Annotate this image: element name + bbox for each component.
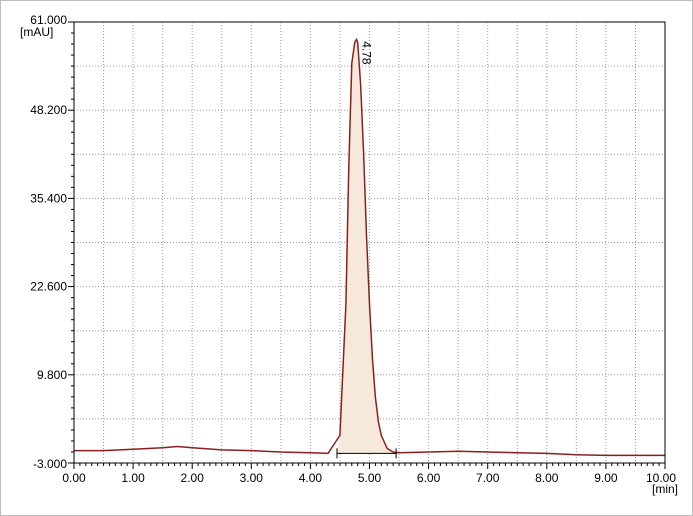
peak-label: 4.78 bbox=[359, 41, 373, 65]
y-tick-label: 35.400 bbox=[30, 191, 67, 205]
y-tick-label: 22.600 bbox=[30, 280, 67, 294]
y-tick-label: 9.800 bbox=[37, 368, 67, 382]
x-tick-label: 5.00 bbox=[358, 471, 382, 485]
x-tick-label: 8.00 bbox=[535, 471, 559, 485]
chromatogram-trace bbox=[74, 38, 665, 457]
y-axis-unit: [mAU] bbox=[20, 25, 53, 39]
x-tick-label: 2.00 bbox=[181, 471, 205, 485]
x-tick-label: 7.00 bbox=[476, 471, 500, 485]
x-tick-label: 3.00 bbox=[240, 471, 264, 485]
x-tick-label: 6.00 bbox=[417, 471, 441, 485]
x-tick-label: 9.00 bbox=[594, 471, 618, 485]
y-tick-label: 48.200 bbox=[30, 103, 67, 117]
x-axis-unit: [min] bbox=[652, 482, 678, 496]
x-tick-label: 0.00 bbox=[62, 471, 86, 485]
x-tick-label: 4.00 bbox=[299, 471, 323, 485]
x-tick-label: 1.00 bbox=[121, 471, 145, 485]
x-tick-label: 10.00 bbox=[646, 471, 676, 485]
y-tick-label: 61.000 bbox=[30, 13, 67, 27]
y-tick-label: -3.000 bbox=[33, 457, 67, 471]
